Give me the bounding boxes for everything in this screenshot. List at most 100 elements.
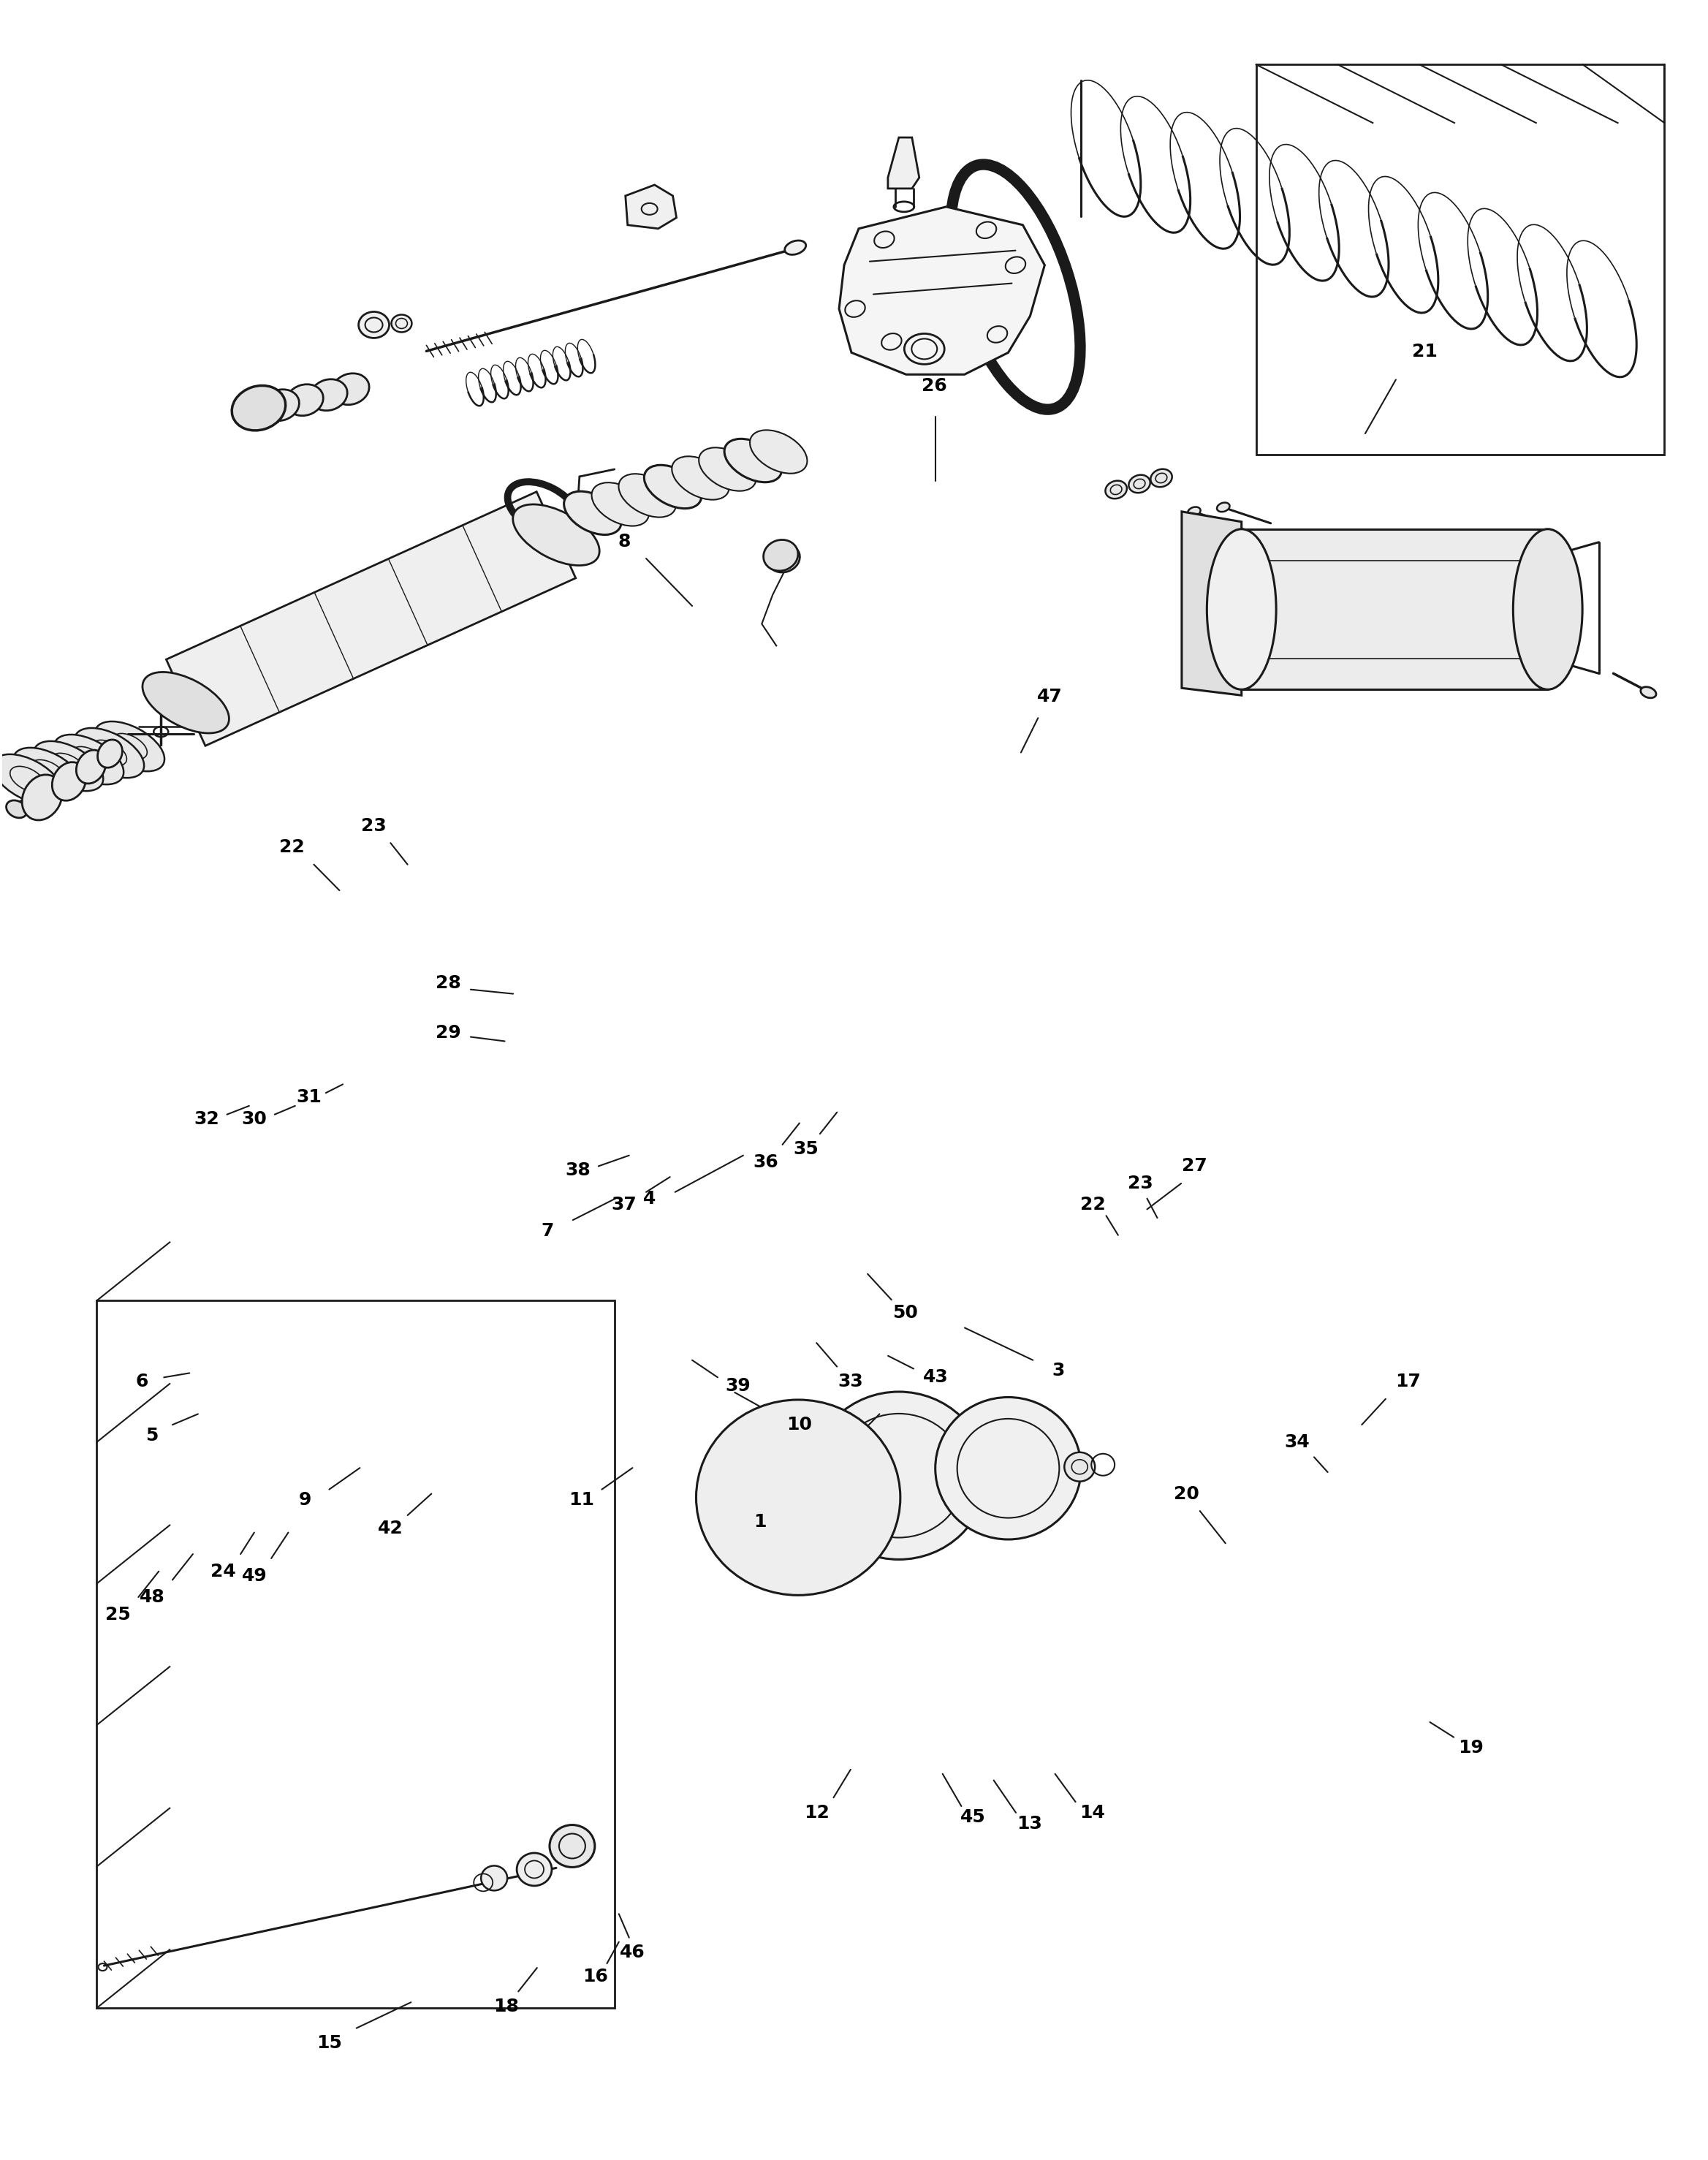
Ellipse shape [1208, 529, 1276, 689]
Text: 12: 12 [804, 1804, 830, 1821]
Text: 50: 50 [892, 1305, 917, 1322]
Text: 21: 21 [1413, 343, 1438, 361]
Text: 23: 23 [1127, 1175, 1153, 1192]
Ellipse shape [784, 240, 806, 255]
Ellipse shape [1151, 469, 1172, 486]
Text: 22: 22 [278, 838, 304, 855]
Polygon shape [1182, 512, 1242, 696]
Text: 48: 48 [140, 1588, 164, 1605]
Ellipse shape [0, 754, 63, 804]
Ellipse shape [77, 750, 106, 784]
Ellipse shape [94, 721, 164, 771]
Text: 35: 35 [794, 1140, 820, 1158]
Text: 38: 38 [565, 1162, 591, 1179]
Ellipse shape [482, 1866, 507, 1890]
Ellipse shape [1513, 529, 1582, 689]
Text: 14: 14 [1079, 1804, 1105, 1821]
Ellipse shape [591, 482, 649, 527]
Text: 31: 31 [295, 1089, 321, 1106]
Ellipse shape [512, 503, 600, 566]
Text: 27: 27 [1182, 1158, 1208, 1175]
Text: 10: 10 [787, 1417, 813, 1434]
Ellipse shape [359, 311, 389, 337]
Text: 8: 8 [618, 534, 630, 551]
Text: 15: 15 [316, 2035, 342, 2052]
Text: 20: 20 [1173, 1484, 1199, 1503]
Ellipse shape [550, 1825, 594, 1866]
Text: 36: 36 [753, 1153, 779, 1171]
Ellipse shape [518, 1853, 552, 1886]
Ellipse shape [1064, 1452, 1095, 1482]
Ellipse shape [7, 801, 27, 819]
Ellipse shape [1641, 687, 1657, 698]
Ellipse shape [311, 380, 347, 410]
Ellipse shape [34, 741, 102, 791]
Text: 32: 32 [193, 1110, 219, 1128]
Ellipse shape [724, 438, 782, 482]
Ellipse shape [936, 1398, 1081, 1540]
Text: 9: 9 [299, 1490, 311, 1510]
Text: 19: 19 [1459, 1739, 1484, 1756]
Text: 17: 17 [1395, 1374, 1421, 1391]
Ellipse shape [97, 739, 123, 767]
Text: 45: 45 [960, 1808, 986, 1825]
Polygon shape [888, 138, 919, 188]
Text: 29: 29 [436, 1024, 461, 1041]
Ellipse shape [564, 490, 622, 536]
Text: 25: 25 [106, 1605, 130, 1622]
Text: 16: 16 [582, 1968, 608, 1985]
Text: 28: 28 [436, 974, 461, 991]
Text: 47: 47 [1037, 687, 1062, 704]
Ellipse shape [391, 315, 412, 333]
Ellipse shape [699, 447, 757, 490]
Ellipse shape [750, 430, 808, 473]
Text: 22: 22 [1079, 1197, 1105, 1214]
Ellipse shape [1216, 503, 1230, 512]
Text: 30: 30 [241, 1110, 266, 1128]
Text: 46: 46 [620, 1944, 646, 1961]
Text: 23: 23 [360, 816, 386, 834]
Ellipse shape [1129, 475, 1149, 492]
Text: 37: 37 [611, 1197, 637, 1214]
Ellipse shape [811, 1391, 986, 1560]
Text: 6: 6 [135, 1374, 149, 1391]
Polygon shape [625, 186, 676, 229]
Ellipse shape [697, 1400, 900, 1596]
Text: 3: 3 [1052, 1363, 1064, 1380]
Text: 13: 13 [1016, 1814, 1042, 1832]
Text: 18: 18 [494, 1998, 519, 2015]
Text: 42: 42 [377, 1518, 403, 1538]
Ellipse shape [767, 544, 799, 572]
Text: 39: 39 [726, 1378, 752, 1395]
Text: 26: 26 [921, 378, 946, 395]
Text: 7: 7 [541, 1223, 553, 1240]
Ellipse shape [22, 775, 61, 821]
Text: 11: 11 [569, 1490, 594, 1510]
Text: 4: 4 [644, 1190, 656, 1207]
Text: 1: 1 [753, 1512, 767, 1531]
Ellipse shape [14, 747, 82, 797]
Ellipse shape [763, 540, 798, 570]
Polygon shape [166, 492, 576, 745]
Ellipse shape [55, 734, 123, 784]
Ellipse shape [644, 464, 702, 508]
Ellipse shape [285, 384, 323, 415]
Text: 43: 43 [922, 1369, 948, 1387]
Ellipse shape [671, 456, 729, 499]
Text: 34: 34 [1284, 1434, 1310, 1452]
Ellipse shape [261, 389, 299, 421]
Text: 5: 5 [145, 1428, 159, 1445]
Ellipse shape [1187, 508, 1201, 516]
Ellipse shape [618, 473, 676, 516]
Ellipse shape [142, 672, 229, 732]
Text: 33: 33 [839, 1374, 863, 1391]
Text: 49: 49 [241, 1566, 266, 1585]
Ellipse shape [232, 387, 285, 430]
Ellipse shape [1105, 482, 1127, 499]
Ellipse shape [53, 762, 85, 801]
Ellipse shape [75, 728, 143, 778]
Polygon shape [1242, 529, 1547, 689]
Ellipse shape [331, 374, 369, 404]
Polygon shape [839, 207, 1045, 374]
Text: 24: 24 [210, 1562, 236, 1581]
